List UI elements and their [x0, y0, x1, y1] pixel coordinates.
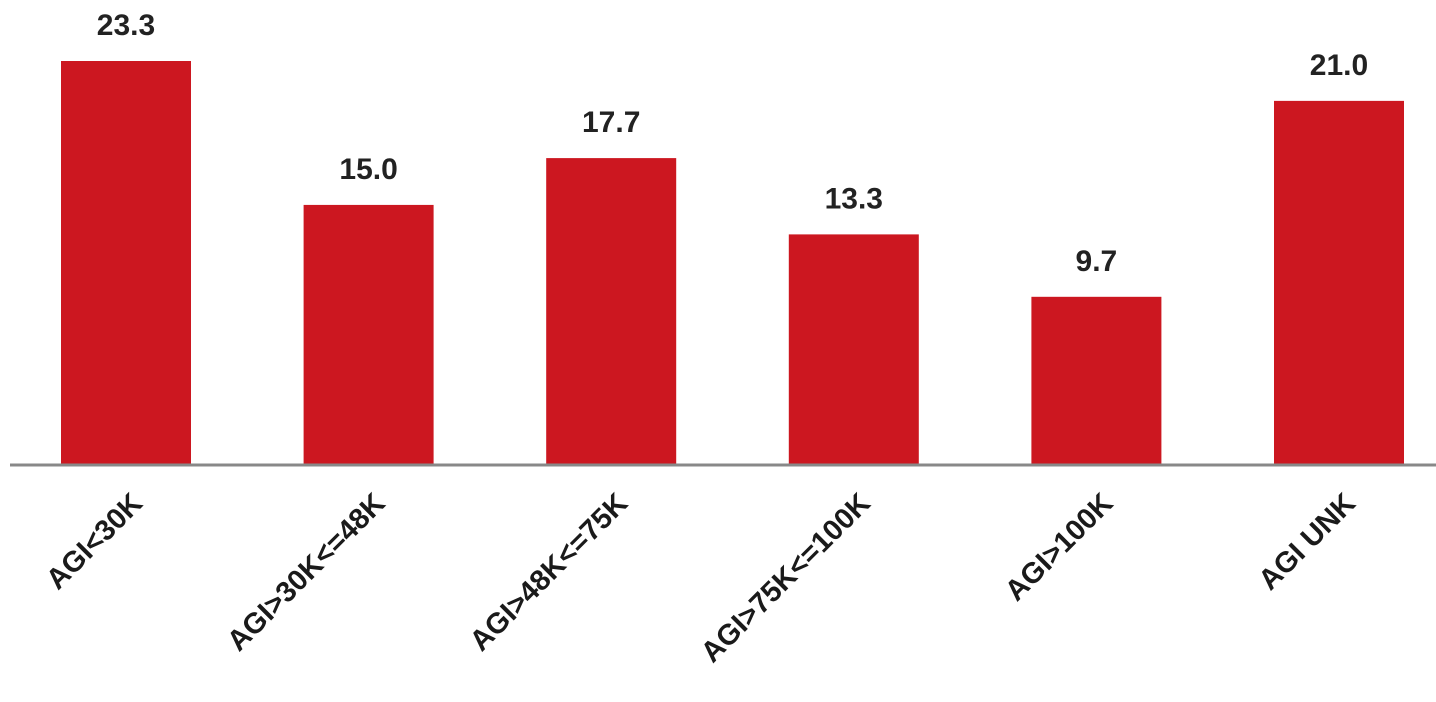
category-label-4: AGI>100K [999, 487, 1119, 607]
bar-1 [303, 204, 434, 465]
bar-2 [546, 158, 677, 466]
category-label-2: AGI>48K<=75K [464, 487, 634, 657]
category-label-5: AGI UNK [1253, 487, 1362, 596]
bar-0 [61, 61, 191, 465]
value-label-4: 9.7 [1076, 245, 1118, 278]
bars-group [61, 61, 1404, 466]
value-label-2: 17.7 [582, 106, 640, 139]
value-label-0: 23.3 [97, 9, 155, 42]
category-labels-group: AGI<30K AGI>30K<=48K AGI>48K<=75K AGI>75K<=… [40, 487, 1362, 669]
category-label-1: AGI>30K<=48K [221, 487, 391, 657]
value-labels-group: 23.3 15.0 17.7 13.3 9.7 21.0 [97, 9, 1368, 278]
bar-4 [1031, 296, 1162, 465]
value-label-3: 13.3 [825, 182, 883, 215]
category-label-3: AGI>75K<=100K [695, 487, 877, 669]
bar-3 [788, 234, 919, 465]
value-label-5: 21.0 [1310, 49, 1368, 82]
category-label-0: AGI<30K [40, 487, 149, 596]
bar-5 [1274, 100, 1404, 466]
value-label-1: 15.0 [339, 153, 397, 186]
